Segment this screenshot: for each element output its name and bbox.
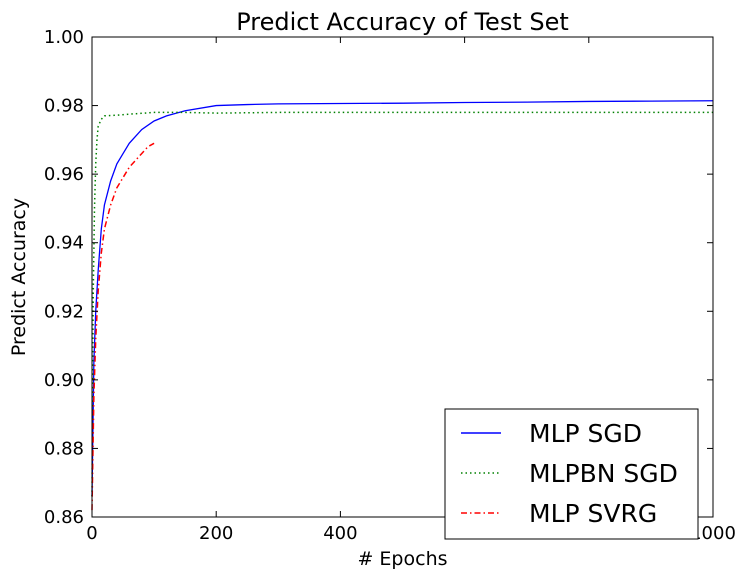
y-tick-label: 0.98	[44, 96, 84, 117]
legend-box	[444, 408, 699, 540]
chart-title: Predict Accuracy of Test Set	[236, 8, 569, 36]
y-tick-label: 0.94	[44, 233, 84, 254]
x-tick-label: 0	[86, 523, 97, 544]
x-tick-label: 400	[323, 523, 357, 544]
x-tick-label: 1000	[690, 523, 736, 544]
legend-label: MLP SGD	[529, 419, 642, 448]
series-line-mlp-svrg	[91, 142, 155, 511]
y-axis-label: Predict Accuracy	[8, 198, 30, 356]
x-tick-label: 200	[199, 523, 233, 544]
y-tick-label: 0.92	[44, 301, 84, 322]
y-tick-label: 0.96	[44, 164, 84, 185]
y-tick-label: 0.86	[44, 507, 84, 528]
series-line-mlpbn-sgd	[91, 111, 713, 497]
y-tick-label: 0.90	[44, 370, 84, 391]
legend-label: MLP SVRG	[529, 499, 657, 528]
legend-label: MLPBN SGD	[529, 459, 678, 488]
x-axis-label: # Epochs	[357, 548, 447, 570]
y-tick-label: 0.88	[44, 438, 84, 459]
series-line-mlp-sgd	[91, 100, 714, 497]
plot-frame	[91, 36, 714, 518]
y-tick-label: 1.00	[44, 27, 84, 48]
